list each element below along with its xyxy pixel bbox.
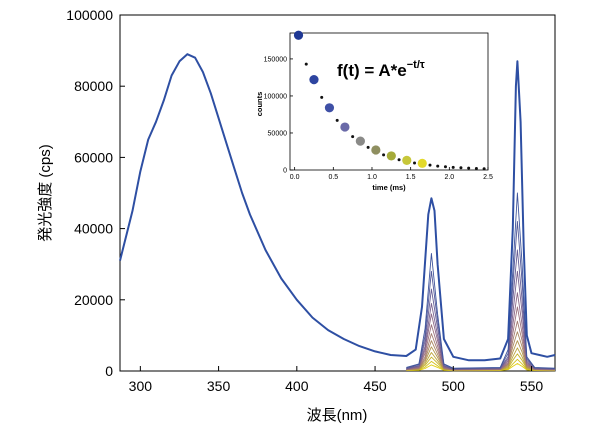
fit-point bbox=[304, 62, 308, 66]
inset-x-ticks: 0.0 0.5 1.0 1.5 2.0 2.5 bbox=[290, 167, 493, 181]
x-tick-label: 300 bbox=[129, 378, 153, 394]
measured-point bbox=[340, 122, 350, 132]
inset-x-tick-label: 2.0 bbox=[444, 174, 454, 181]
x-tick-label: 450 bbox=[363, 378, 387, 394]
inset-x-tick-label: 2.5 bbox=[483, 174, 493, 181]
measured-point bbox=[355, 136, 365, 146]
series-line-main-emission bbox=[119, 53, 556, 362]
fit-point bbox=[397, 158, 401, 162]
fit-point bbox=[467, 166, 471, 170]
measured-point bbox=[309, 75, 319, 85]
main-plot-series bbox=[119, 53, 556, 372]
measured-point bbox=[293, 30, 304, 40]
fit-point bbox=[451, 165, 455, 169]
main-x-axis-label: 波長(nm) bbox=[307, 407, 368, 424]
measured-point bbox=[386, 151, 396, 161]
inset-y-tick-label: 150000 bbox=[264, 56, 287, 63]
inset-plot-frame bbox=[289, 32, 489, 171]
inset-background bbox=[284, 30, 495, 192]
inset-x-tick-label: 0.0 bbox=[290, 174, 300, 181]
fit-point bbox=[382, 153, 386, 157]
measured-point bbox=[417, 158, 427, 168]
x-tick-label: 500 bbox=[442, 378, 466, 394]
fit-point bbox=[443, 165, 447, 169]
x-tick-label: 550 bbox=[520, 378, 544, 394]
decay-formula-exponent: −t/τ bbox=[407, 59, 425, 71]
measured-point bbox=[371, 145, 381, 155]
fit-point bbox=[366, 145, 370, 149]
inset-x-axis-label: time (ms) bbox=[372, 183, 406, 192]
x-tick-label: 400 bbox=[285, 378, 309, 394]
main-x-ticks: 300 350 400 450 500 550 bbox=[129, 366, 544, 394]
fit-point bbox=[428, 163, 432, 167]
inset-x-tick-label: 1.5 bbox=[406, 174, 416, 181]
y-tick-label: 60000 bbox=[74, 149, 113, 165]
x-tick-label: 350 bbox=[207, 378, 231, 394]
inset-plot-series bbox=[293, 30, 486, 171]
series-line-decay-1 bbox=[406, 192, 556, 369]
y-tick-label: 100000 bbox=[66, 7, 113, 23]
inset-x-tick-label: 1.0 bbox=[367, 174, 377, 181]
fit-point bbox=[482, 167, 486, 171]
fit-point bbox=[474, 167, 478, 171]
fit-point bbox=[351, 135, 355, 139]
decay-formula: f(t) = A*e−t/τ bbox=[337, 59, 425, 80]
series-line-decay-2 bbox=[406, 221, 556, 369]
y-tick-label: 40000 bbox=[74, 221, 113, 237]
fit-point bbox=[436, 164, 440, 168]
fit-point bbox=[413, 161, 417, 165]
inset-x-tick-label: 0.5 bbox=[328, 174, 338, 181]
fit-point bbox=[459, 166, 463, 170]
main-plot-frame bbox=[119, 14, 556, 372]
fit-point bbox=[335, 118, 339, 122]
main-y-ticks: 0 20000 40000 60000 80000 100000 bbox=[66, 7, 125, 379]
decay-formula-base: f(t) = A*e bbox=[337, 61, 407, 80]
y-tick-label: 80000 bbox=[74, 78, 113, 94]
inset-y-tick-label: 0 bbox=[283, 168, 287, 175]
inset-y-axis-label: counts bbox=[255, 92, 264, 117]
inset-y-ticks: 0 50000 100000 150000 bbox=[264, 56, 293, 175]
measured-point bbox=[402, 155, 412, 165]
y-tick-label: 20000 bbox=[74, 292, 113, 308]
inset-y-tick-label: 50000 bbox=[268, 130, 288, 137]
fit-point bbox=[320, 95, 324, 99]
series-line-decay-3 bbox=[406, 249, 556, 370]
y-tick-label: 0 bbox=[105, 363, 113, 379]
main-y-axis-label: 発光強度 (cps) bbox=[37, 144, 54, 242]
measured-point bbox=[324, 103, 335, 113]
inset-y-tick-label: 100000 bbox=[264, 93, 287, 100]
